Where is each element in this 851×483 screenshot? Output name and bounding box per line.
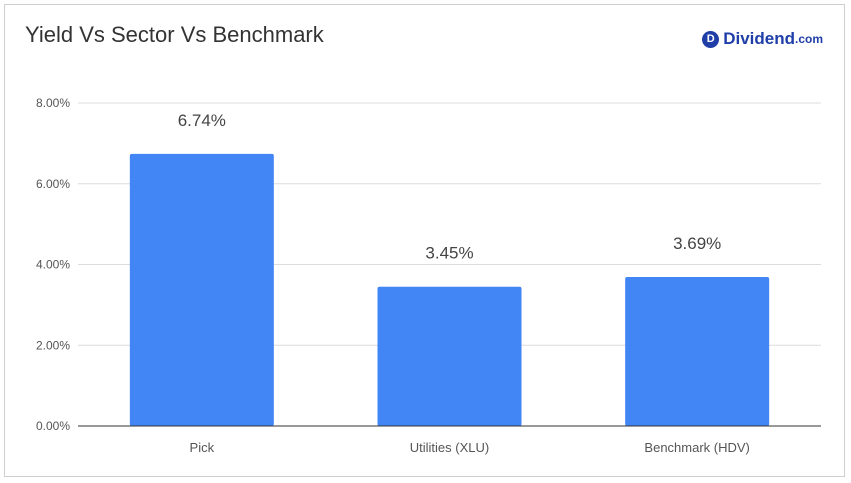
bar: [377, 286, 522, 426]
y-tick-label: 4.00%: [36, 258, 70, 272]
data-label: 3.69%: [673, 234, 721, 253]
chart-title: Yield Vs Sector Vs Benchmark: [25, 22, 324, 47]
dividend-logo-suffix: .com: [794, 32, 823, 46]
x-tick-label: Utilities (XLU): [410, 440, 489, 455]
dividend-logo-icon: D: [702, 30, 720, 48]
bar: [129, 153, 274, 426]
dividend-logo-word: Dividend: [723, 29, 795, 48]
y-tick-label: 0.00%: [36, 419, 70, 433]
data-label: 3.45%: [425, 244, 473, 263]
bar: [625, 277, 770, 426]
x-tick-label: Benchmark (HDV): [644, 440, 749, 455]
y-tick-label: 6.00%: [36, 177, 70, 191]
y-tick-label: 8.00%: [36, 96, 70, 110]
dividend-logo: D Dividend .com: [702, 29, 823, 49]
data-label: 6.74%: [178, 111, 226, 130]
x-tick-label: Pick: [190, 440, 215, 455]
y-tick-label: 2.00%: [36, 338, 70, 352]
